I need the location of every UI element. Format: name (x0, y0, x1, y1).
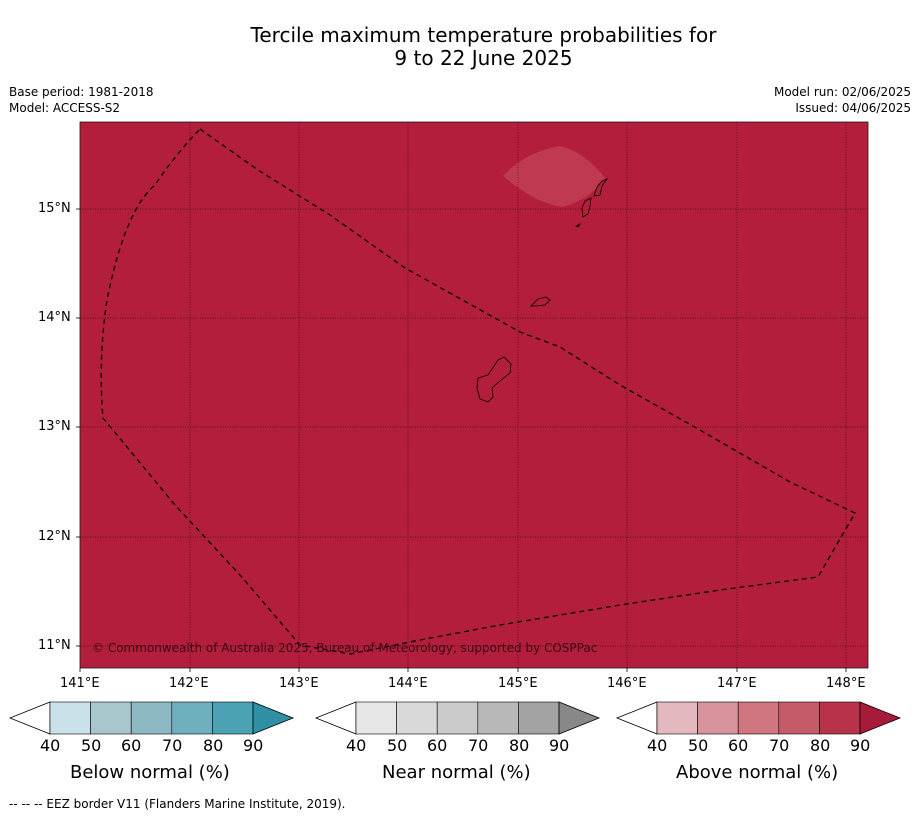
colorbar-tick: 60 (728, 736, 749, 755)
colorbar-segment (656, 701, 698, 735)
colorbar-segment (396, 701, 438, 735)
colorbar-extend-low (8, 701, 51, 735)
chart-title-line1: Tercile maximum temperature probabilitie… (250, 23, 717, 47)
colorbar-segment (171, 701, 213, 735)
probability-patch (503, 146, 605, 207)
near-normal-title: Near normal (%) (382, 762, 531, 783)
colorbar-tick: 40 (647, 736, 668, 755)
colorbar-extend-high (252, 701, 295, 735)
tinian-island (581, 197, 592, 218)
lon-label: 143°E (279, 676, 319, 691)
lon-label: 147°E (717, 676, 757, 691)
colorbar-tick: 70 (468, 736, 489, 755)
lat-label: 14°N (38, 310, 71, 325)
chart-title-line2: 9 to 22 June 2025 (394, 46, 573, 70)
lon-label: 142°E (169, 676, 209, 691)
colorbar-1 (314, 701, 601, 735)
colorbar-tick: 90 (850, 736, 871, 755)
colorbar-segment (477, 701, 519, 735)
base-period: Base period: 1981-2018 (9, 85, 154, 99)
lon-label: 146°E (607, 676, 647, 691)
colorbar-tick: 70 (162, 736, 183, 755)
islands (476, 178, 609, 403)
above-normal-title: Above normal (%) (676, 762, 839, 783)
aguijan-island (575, 222, 582, 228)
gridlines (80, 122, 868, 668)
colorbar-tick: 50 (387, 736, 408, 755)
colorbar-extend-low (615, 701, 658, 735)
lon-label: 144°E (388, 676, 428, 691)
colorbar-extend-high (558, 701, 601, 735)
map-copyright: © Commonwealth of Australia 2025, Bureau… (92, 641, 598, 655)
colorbar-segment (697, 701, 739, 735)
colorbar-segment (130, 701, 173, 735)
colorbar-2 (615, 701, 902, 735)
colorbar-segment (518, 701, 560, 735)
colorbar-tick: 50 (81, 736, 102, 755)
colorbar-tick: 40 (346, 736, 367, 755)
colorbar-segment (778, 701, 820, 735)
colorbar-segment (737, 701, 780, 735)
colorbar-segment (436, 701, 479, 735)
colorbar-tick: 60 (427, 736, 448, 755)
eez-border (100, 128, 856, 655)
colorbar-segment (212, 701, 254, 735)
lat-label: 11°N (38, 638, 71, 653)
model-name: Model: ACCESS-S2 (9, 101, 121, 115)
lon-label: 148°E (826, 676, 866, 691)
colorbar-tick: 80 (810, 736, 831, 755)
colorbar-tick: 90 (243, 736, 264, 755)
colorbar-segment (819, 701, 861, 735)
eez-footnote: -- -- -- EEZ border V11 (Flanders Marine… (9, 797, 346, 811)
colorbar-extend-high (859, 701, 902, 735)
colorbar-tick: 50 (688, 736, 709, 755)
issued-date: Issued: 04/06/2025 (795, 101, 911, 115)
lat-label: 15°N (38, 201, 71, 216)
lon-label: 141°E (60, 676, 100, 691)
lat-label: 12°N (38, 529, 71, 544)
colorbar-tick: 90 (549, 736, 570, 755)
below-normal-title: Below normal (%) (70, 762, 230, 783)
lon-label: 145°E (498, 676, 538, 691)
colorbar-tick: 60 (121, 736, 142, 755)
colorbar-segment (90, 701, 132, 735)
colorbar-tick: 80 (203, 736, 224, 755)
lat-label: 13°N (38, 419, 71, 434)
guam-island (476, 356, 512, 403)
model-run-date: Model run: 02/06/2025 (773, 85, 911, 99)
colorbar-segment (49, 701, 91, 735)
colorbar-tick: 40 (40, 736, 61, 755)
colorbar-extend-low (314, 701, 357, 735)
colorbar-tick: 70 (769, 736, 790, 755)
colorbar-segment (355, 701, 397, 735)
colorbar-0 (8, 701, 295, 735)
rota-island (530, 296, 551, 307)
colorbar-tick: 80 (509, 736, 530, 755)
saipan-island (593, 178, 609, 197)
